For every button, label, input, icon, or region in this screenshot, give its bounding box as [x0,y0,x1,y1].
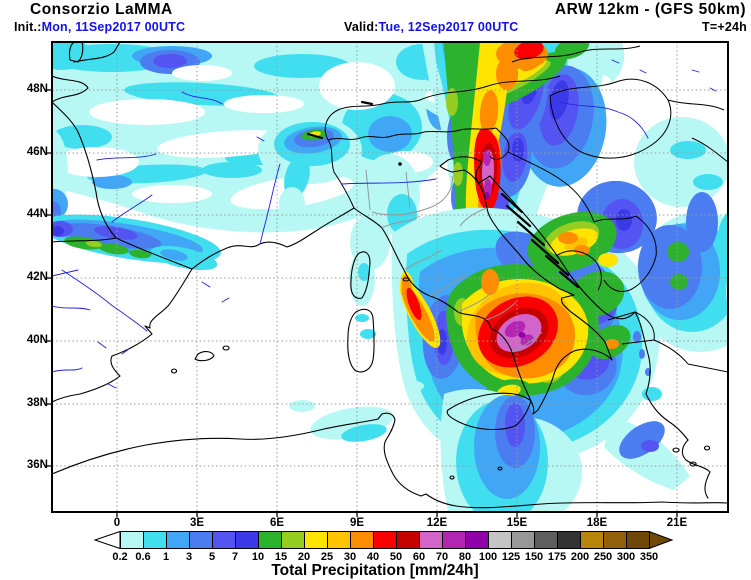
lon-tick-label: 15E [506,517,528,529]
colorbar-segment [396,531,420,549]
init-time: Init.:Mon, 11Sep2017 00UTC [14,20,185,34]
colorbar-segment [304,531,328,549]
colorbar-tick-label: 5 [208,551,216,563]
country-borders [115,45,728,373]
colorbar-segment [419,531,443,549]
colorbar-segment [442,531,466,549]
valid-label: Valid: [344,20,379,34]
lon-tick-label: 21E [666,517,688,529]
lat-tick-label: 38N [26,397,48,409]
colorbar-segment [189,531,213,549]
colorbar-segment [166,531,190,549]
colorbar-tick-label: 80 [458,551,472,563]
colorbar-segment [511,531,535,549]
colorbar-over-arrow [648,530,674,550]
rivers [52,59,717,389]
colorbar-segment [143,531,167,549]
brand-title: Consorzio LaMMA [30,1,173,18]
colorbar-tick-label: 300 [616,551,636,563]
lon-tick-label: 0 [113,517,121,529]
lat-tick-label: 44N [26,208,48,220]
colorbar-tick-label: 150 [524,551,544,563]
init-label: Init.: [14,20,42,34]
colorbar-tick-label: 50 [389,551,403,563]
colorbar-tick-label: 1 [162,551,170,563]
lat-lon-gridlines [52,42,728,512]
colorbar-segment [258,531,282,549]
lon-tick-label: 3E [189,517,205,529]
lat-tick-label: 36N [26,459,48,471]
colorbar-tick-label: 20 [297,551,311,563]
lon-tick-label: 9E [349,517,365,529]
colorbar-tick-label: 7 [231,551,239,563]
colorbar-under-arrow [93,530,121,550]
lon-tick-label: 12E [426,517,448,529]
colorbar-segment [281,531,305,549]
init-value: Mon, 11Sep2017 00UTC [41,20,186,34]
valid-time: Valid:Tue, 12Sep2017 00UTC [344,20,519,34]
colorbar-segment [465,531,489,549]
region-borders [365,169,543,353]
map-frame [51,41,729,513]
colorbar-segment [373,531,397,549]
lat-tick-label: 40N [26,334,48,346]
colorbar-segment [120,531,144,549]
colorbar-segment [603,531,627,549]
colorbar-tick-label: 15 [274,551,288,563]
colorbar-segment [212,531,236,549]
colorbar-tick-label: 0.6 [135,551,151,563]
colorbar-segment [534,531,558,549]
colorbar-tick-label: 25 [320,551,334,563]
colorbar-segment [327,531,351,549]
croatian-islands [500,192,580,289]
colorbar-segment [350,531,374,549]
colorbar-tick-label: 350 [639,551,659,563]
colorbar-tick-label: 100 [478,551,498,563]
colorbar-tick-label: 125 [501,551,521,563]
coastlines [52,42,728,509]
colorbar-tick-label: 70 [435,551,449,563]
colorbar-tick-label: 10 [251,551,265,563]
colorbar-title: Total Precipitation [mm/24h] [271,562,479,579]
lon-tick-label: 18E [586,517,608,529]
model-title: ARW 12km - (GFS 50km) [554,1,746,18]
colorbar-tick-label: 175 [547,551,567,563]
lat-tick-label: 42N [26,271,48,283]
colorbar-segment [626,531,650,549]
colorbar-tick-label: 0.2 [112,551,128,563]
axis-ticks [46,89,678,517]
colorbar-tick-label: 60 [412,551,426,563]
lead-time: T=+24h [702,20,747,34]
lon-tick-label: 6E [269,517,285,529]
colorbar-tick-label: 40 [366,551,380,563]
valid-value: Tue, 12Sep2017 00UTC [378,20,519,34]
colorbar-tick-label: 250 [593,551,613,563]
lat-tick-label: 48N [26,83,48,95]
lat-tick-label: 46N [26,146,48,158]
colorbar-segment [557,531,581,549]
colorbar-tick-label: 3 [185,551,193,563]
colorbar-segment [580,531,604,549]
colorbar-segment [488,531,512,549]
colorbar-tick-label: 200 [570,551,590,563]
colorbar-tick-label: 30 [343,551,357,563]
colorbar-segment [235,531,259,549]
